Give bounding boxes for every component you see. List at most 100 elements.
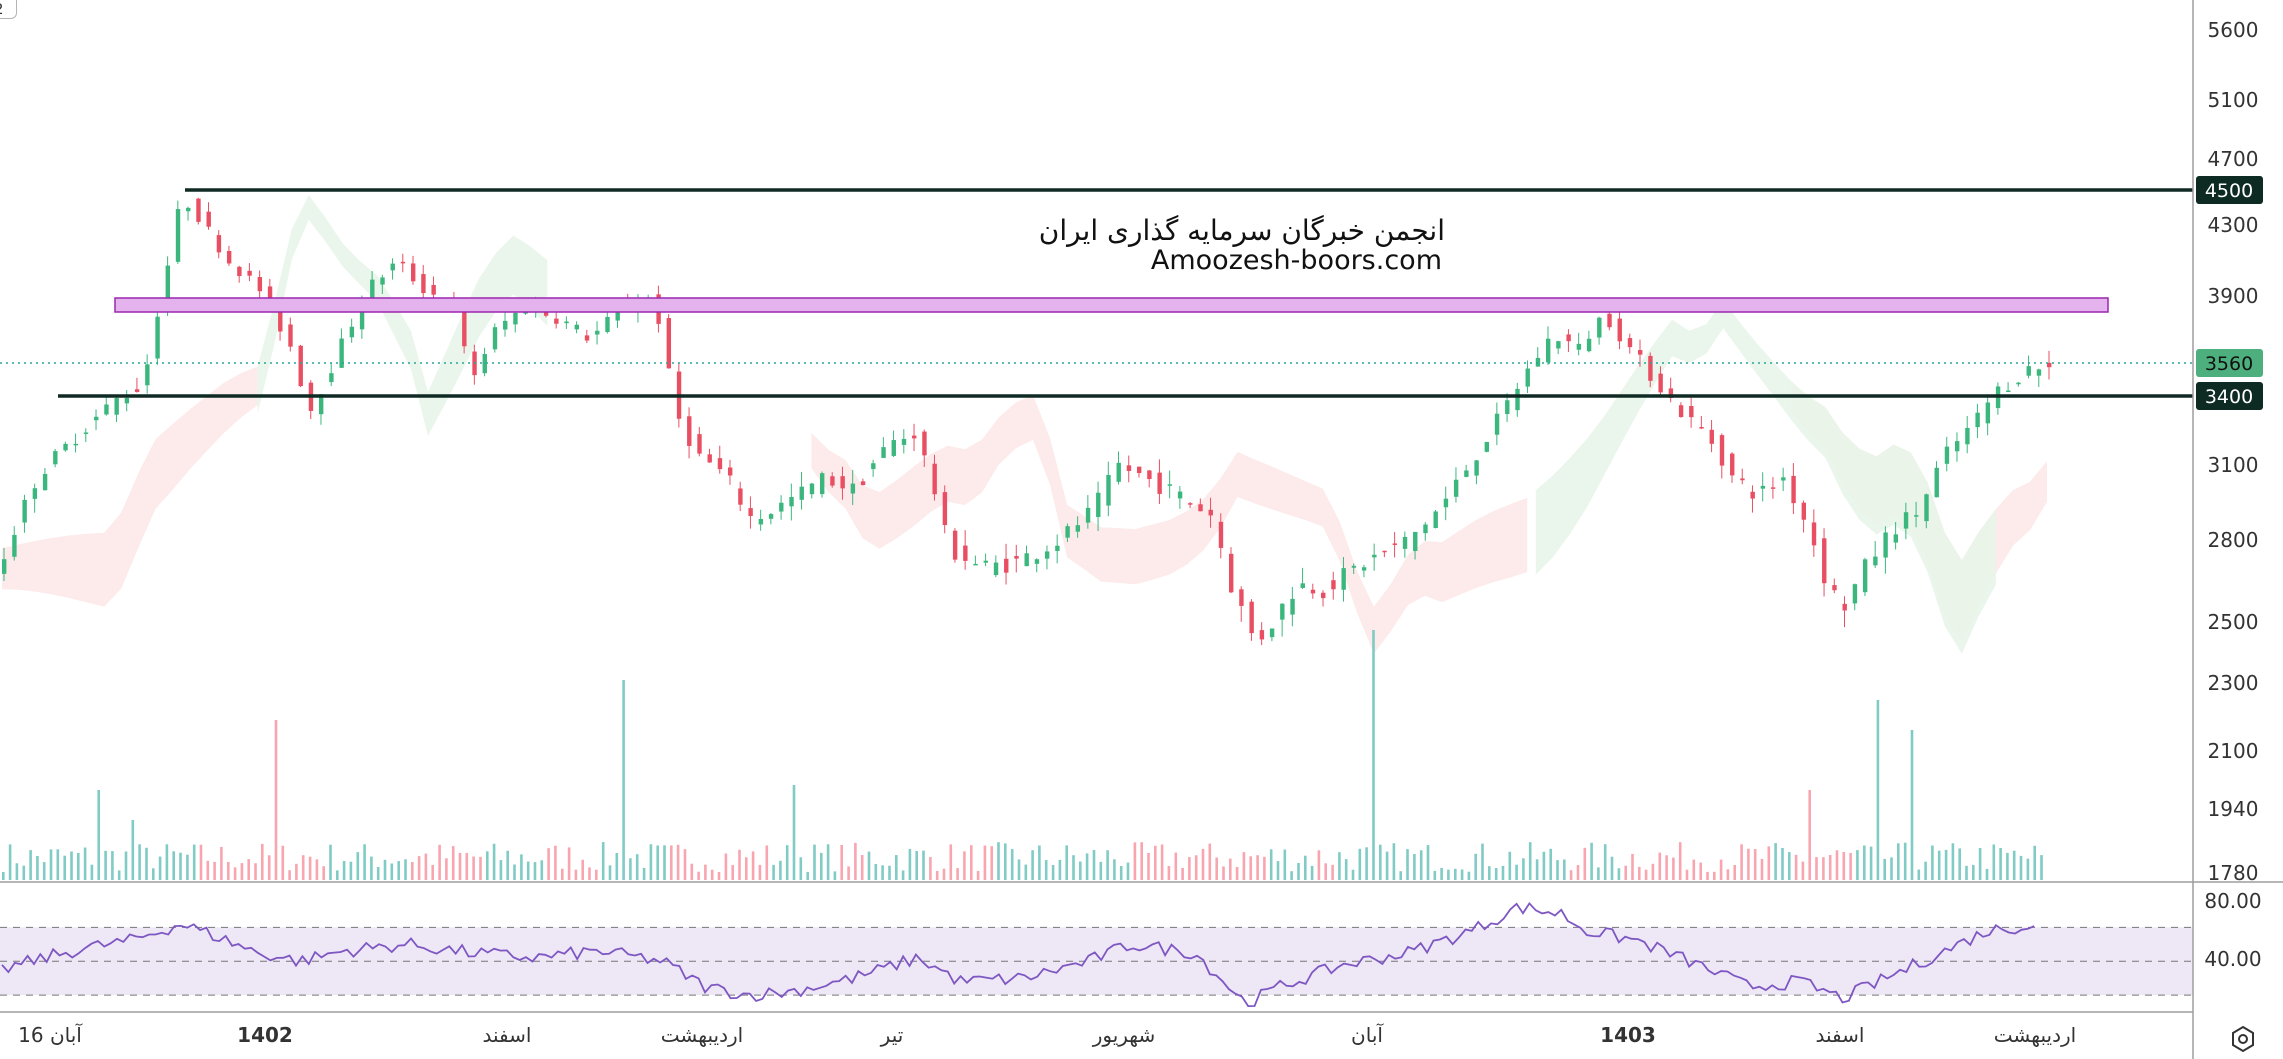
volume-bar [1433,870,1437,880]
volume-bar [1651,863,1655,880]
candle-body [1177,491,1183,499]
candle-body [431,284,436,295]
candle-body [1034,559,1040,564]
volume-bar [240,863,244,880]
candle-body [1607,313,1612,328]
candle-body [983,560,988,563]
volume-bar [1481,843,1484,880]
volume-bar [1522,858,1525,880]
volume-bar [1958,848,1961,880]
volume-bar [1665,855,1668,880]
volume-bar [1331,864,1334,880]
candle-body [758,519,764,525]
candle-body [267,286,273,301]
volume-bar [1781,848,1784,880]
volume-bar [424,853,428,880]
candle-body [175,209,181,262]
candle-body [2,559,7,574]
candle-body [1985,402,1991,424]
volume-bar [506,850,509,880]
y-tick-3900: 3900 [2208,284,2259,308]
volume-bar [533,862,537,880]
volume-bar [847,866,850,880]
volume-bar [622,680,625,880]
ichimoku-cloud [2,195,2047,654]
volume-bar [1399,871,1402,880]
volume-bar [1229,858,1232,880]
volume-bar [942,868,946,880]
pane-tab[interactable]: 2 [0,0,17,19]
volume-bar [1903,842,1907,880]
candle-body [871,463,876,470]
candle-body [1811,522,1817,546]
candle-body [145,364,150,386]
volume-bar [1181,867,1184,880]
candle-body [2047,362,2052,368]
volume-bar [1835,850,1839,880]
candle-body [1505,400,1510,415]
x-tick-2: اسفند [483,1023,532,1047]
candle-body [840,476,845,489]
volume-bar [779,860,782,880]
candle-body [339,338,344,368]
candle-body [687,416,692,446]
volume-bar [1167,866,1171,880]
volume-bar [854,842,857,880]
volume-bar [2,872,5,880]
volume-bar [1419,850,1423,880]
volume-bar [83,847,87,880]
candle-body [1586,338,1592,352]
volume-bar [104,850,107,880]
volume-bar [1972,864,1975,880]
volume-bar [676,844,680,880]
candle-body [165,265,170,307]
volume-bar [1317,850,1321,880]
y-tick-1780: 1780 [2208,861,2259,885]
candle-body [727,467,733,476]
volume-bar [1440,867,1443,880]
candle-body [523,312,528,314]
candle-body [1597,317,1602,338]
volume-bar [404,859,407,880]
candle-body [2036,369,2042,376]
volume-bar [431,865,434,880]
volume-bar [227,862,230,880]
candle-body [1934,467,1939,498]
candle-body [1392,543,1397,545]
watermark-persian: انجمن خبرگان سرمایه گذاری ایران [1038,214,1445,247]
settings-hexagon-icon[interactable] [2228,1024,2258,1054]
candle-body [1321,592,1326,599]
volume-bar [1160,844,1164,880]
volume-bar [765,845,769,880]
candle-body [1617,318,1622,342]
candle-body [666,318,672,369]
candle-body [942,492,948,526]
candle-body [1556,341,1561,349]
horizontal-levels: 4500 3400 3560 [0,176,2263,410]
candle-body [1453,479,1459,497]
volume-bar [785,845,789,880]
volume-bar [111,851,114,880]
x-tick-1: 1402 [237,1023,293,1047]
volume-bar [1379,844,1382,880]
y-tick-4300: 4300 [2208,213,2259,237]
volume-bar [22,865,26,880]
candle-body [1218,521,1224,548]
candle-body [492,327,498,350]
volume-bar [417,856,421,880]
candle-body [349,326,355,338]
volume-bar [1788,852,1791,880]
volume-bar [29,850,32,880]
volume-bar [1201,848,1205,880]
volume-bar [363,844,366,880]
candle-body [1494,413,1500,435]
x-tick-3: اردیبهشت [661,1023,743,1047]
candle-body [1351,565,1357,568]
level-label-3400: 3400 [2205,386,2253,408]
volume-bar [1842,852,1846,880]
candle-body [32,488,38,499]
candle-body [1167,484,1173,486]
level-label-4500: 4500 [2205,180,2253,202]
candle-body [1566,334,1571,342]
